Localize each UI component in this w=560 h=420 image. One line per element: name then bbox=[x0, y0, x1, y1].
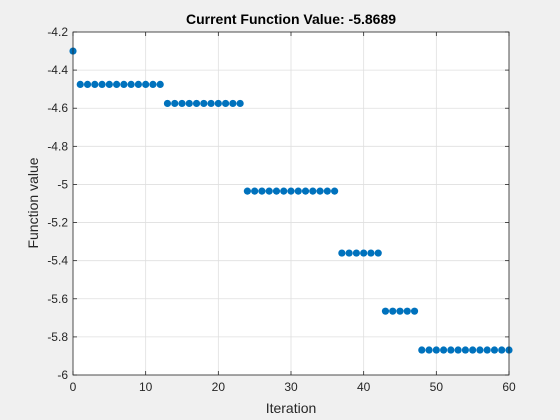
data-point bbox=[287, 187, 295, 195]
data-point bbox=[389, 307, 397, 315]
data-point bbox=[192, 99, 201, 108]
data-point bbox=[323, 187, 331, 195]
y-tick-label: -5.4 bbox=[47, 254, 68, 268]
x-tick-label: 0 bbox=[70, 380, 77, 394]
data-point bbox=[163, 99, 172, 108]
data-point bbox=[469, 346, 477, 354]
data-point bbox=[222, 99, 230, 108]
data-point bbox=[258, 187, 266, 195]
y-tick-label: -4.6 bbox=[47, 101, 68, 115]
data-point bbox=[134, 80, 142, 89]
data-point bbox=[432, 346, 440, 354]
x-tick-label: 50 bbox=[430, 380, 444, 394]
ticks: 0 10 20 30 40 50 60 -6 -5.8 -5.6 -5.4 -5.2 -5 -4.8 -4.… bbox=[47, 25, 516, 394]
data-point bbox=[352, 249, 360, 257]
data-points bbox=[69, 47, 513, 354]
data-point bbox=[360, 249, 368, 257]
data-point bbox=[76, 80, 84, 89]
data-point bbox=[338, 249, 346, 257]
data-point bbox=[498, 346, 506, 354]
data-point bbox=[461, 346, 469, 354]
data-point bbox=[251, 187, 259, 195]
data-point bbox=[149, 80, 157, 89]
x-tick-label: 60 bbox=[502, 380, 516, 394]
data-point bbox=[301, 187, 310, 195]
chart-title: Current Function Value: -5.8689 bbox=[186, 11, 396, 27]
y-tick-label: -5.2 bbox=[47, 216, 68, 230]
data-point bbox=[381, 307, 390, 315]
data-point bbox=[236, 99, 244, 108]
y-tick-label: -5 bbox=[57, 177, 68, 191]
data-point bbox=[200, 99, 208, 108]
y-tick-label: -6 bbox=[57, 368, 68, 382]
data-point bbox=[309, 187, 317, 195]
data-point bbox=[185, 99, 193, 108]
data-point bbox=[113, 80, 121, 89]
data-point bbox=[454, 346, 462, 354]
data-point bbox=[294, 187, 302, 195]
data-point bbox=[142, 80, 150, 89]
data-point bbox=[83, 80, 92, 89]
x-tick-label: 30 bbox=[284, 380, 298, 394]
data-point bbox=[214, 99, 222, 108]
x-tick-label: 40 bbox=[357, 380, 371, 394]
data-point bbox=[98, 80, 106, 89]
x-axis-label: Iteration bbox=[266, 400, 317, 416]
y-tick-label: -5.6 bbox=[47, 292, 68, 306]
data-point bbox=[207, 99, 215, 108]
data-point bbox=[345, 249, 353, 257]
data-point bbox=[476, 346, 484, 354]
x-tick-label: 20 bbox=[212, 380, 226, 394]
data-point bbox=[243, 187, 251, 195]
y-tick-label: -4.2 bbox=[47, 25, 68, 39]
data-point bbox=[374, 249, 382, 257]
y-tick-label: -4.4 bbox=[47, 63, 68, 77]
data-point bbox=[418, 346, 426, 354]
data-point bbox=[425, 346, 433, 354]
x-tick-label: 10 bbox=[139, 380, 153, 394]
y-axis-label: Function value bbox=[25, 157, 41, 248]
data-point bbox=[171, 99, 179, 108]
data-point bbox=[156, 80, 164, 89]
data-point bbox=[178, 99, 186, 108]
data-point bbox=[229, 99, 237, 108]
data-point bbox=[490, 346, 499, 354]
data-point bbox=[105, 80, 113, 89]
y-tick-label: -4.8 bbox=[47, 139, 68, 153]
data-point bbox=[120, 80, 128, 89]
y-tick-label: -5.8 bbox=[47, 330, 68, 344]
data-point bbox=[91, 80, 99, 89]
data-point bbox=[403, 307, 411, 315]
data-point bbox=[396, 307, 404, 315]
data-point bbox=[127, 80, 135, 89]
data-point bbox=[331, 187, 339, 195]
data-point bbox=[367, 249, 375, 257]
data-point bbox=[410, 307, 419, 315]
data-point bbox=[280, 187, 288, 195]
data-point bbox=[440, 346, 448, 354]
data-point bbox=[483, 346, 491, 354]
data-point bbox=[447, 346, 455, 354]
data-point bbox=[272, 187, 281, 195]
data-point bbox=[316, 187, 324, 195]
data-point bbox=[265, 187, 273, 195]
